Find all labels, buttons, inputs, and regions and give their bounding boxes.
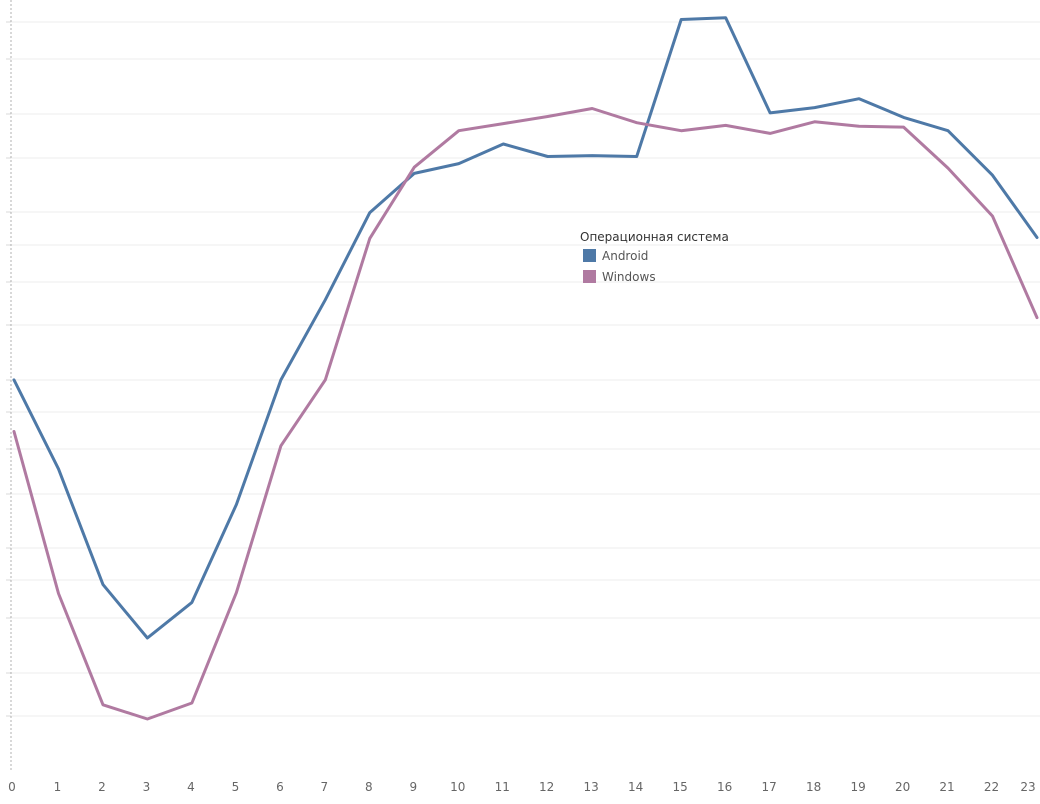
x-tick-label: 10 [450,780,465,794]
x-tick-label: 14 [628,780,643,794]
legend-label-windows: Windows [602,270,656,284]
x-tick-label: 15 [673,780,688,794]
x-tick-label: 12 [539,780,554,794]
x-tick-label: 21 [939,780,954,794]
x-tick-label: 9 [409,780,417,794]
x-tick-label: 20 [895,780,910,794]
series-line-android [12,16,1039,640]
x-tick-label: 19 [850,780,865,794]
x-tick-label: 3 [143,780,151,794]
legend-title: Операционная система [580,230,729,244]
series-line-windows [12,107,1039,721]
x-tick-label: 5 [232,780,240,794]
x-tick-label: 22 [984,780,999,794]
series-lines [12,16,1039,721]
legend: Операционная система Android Windows [580,230,729,284]
x-tick-label: 18 [806,780,821,794]
x-tick-label: 8 [365,780,373,794]
x-tick-label: 23 [1020,780,1035,794]
x-tick-label: 0 [8,780,16,794]
legend-swatch-windows [583,270,596,283]
x-tick-label: 11 [495,780,510,794]
x-tick-label: 16 [717,780,732,794]
x-tick-label: 2 [98,780,106,794]
x-tick-label: 4 [187,780,195,794]
x-tick-label: 17 [761,780,776,794]
gridlines [6,21,1040,717]
x-axis-ticks: 0 1 2 3 4 5 6 7 8 9 10 11 12 13 14 15 16 17 18 19 20 21 22 23 [8,780,1035,794]
legend-swatch-android [583,249,596,262]
x-tick-label: 7 [320,780,328,794]
x-tick-label: 6 [276,780,284,794]
legend-label-android: Android [602,249,648,263]
x-tick-label: 13 [584,780,599,794]
x-tick-label: 1 [54,780,62,794]
